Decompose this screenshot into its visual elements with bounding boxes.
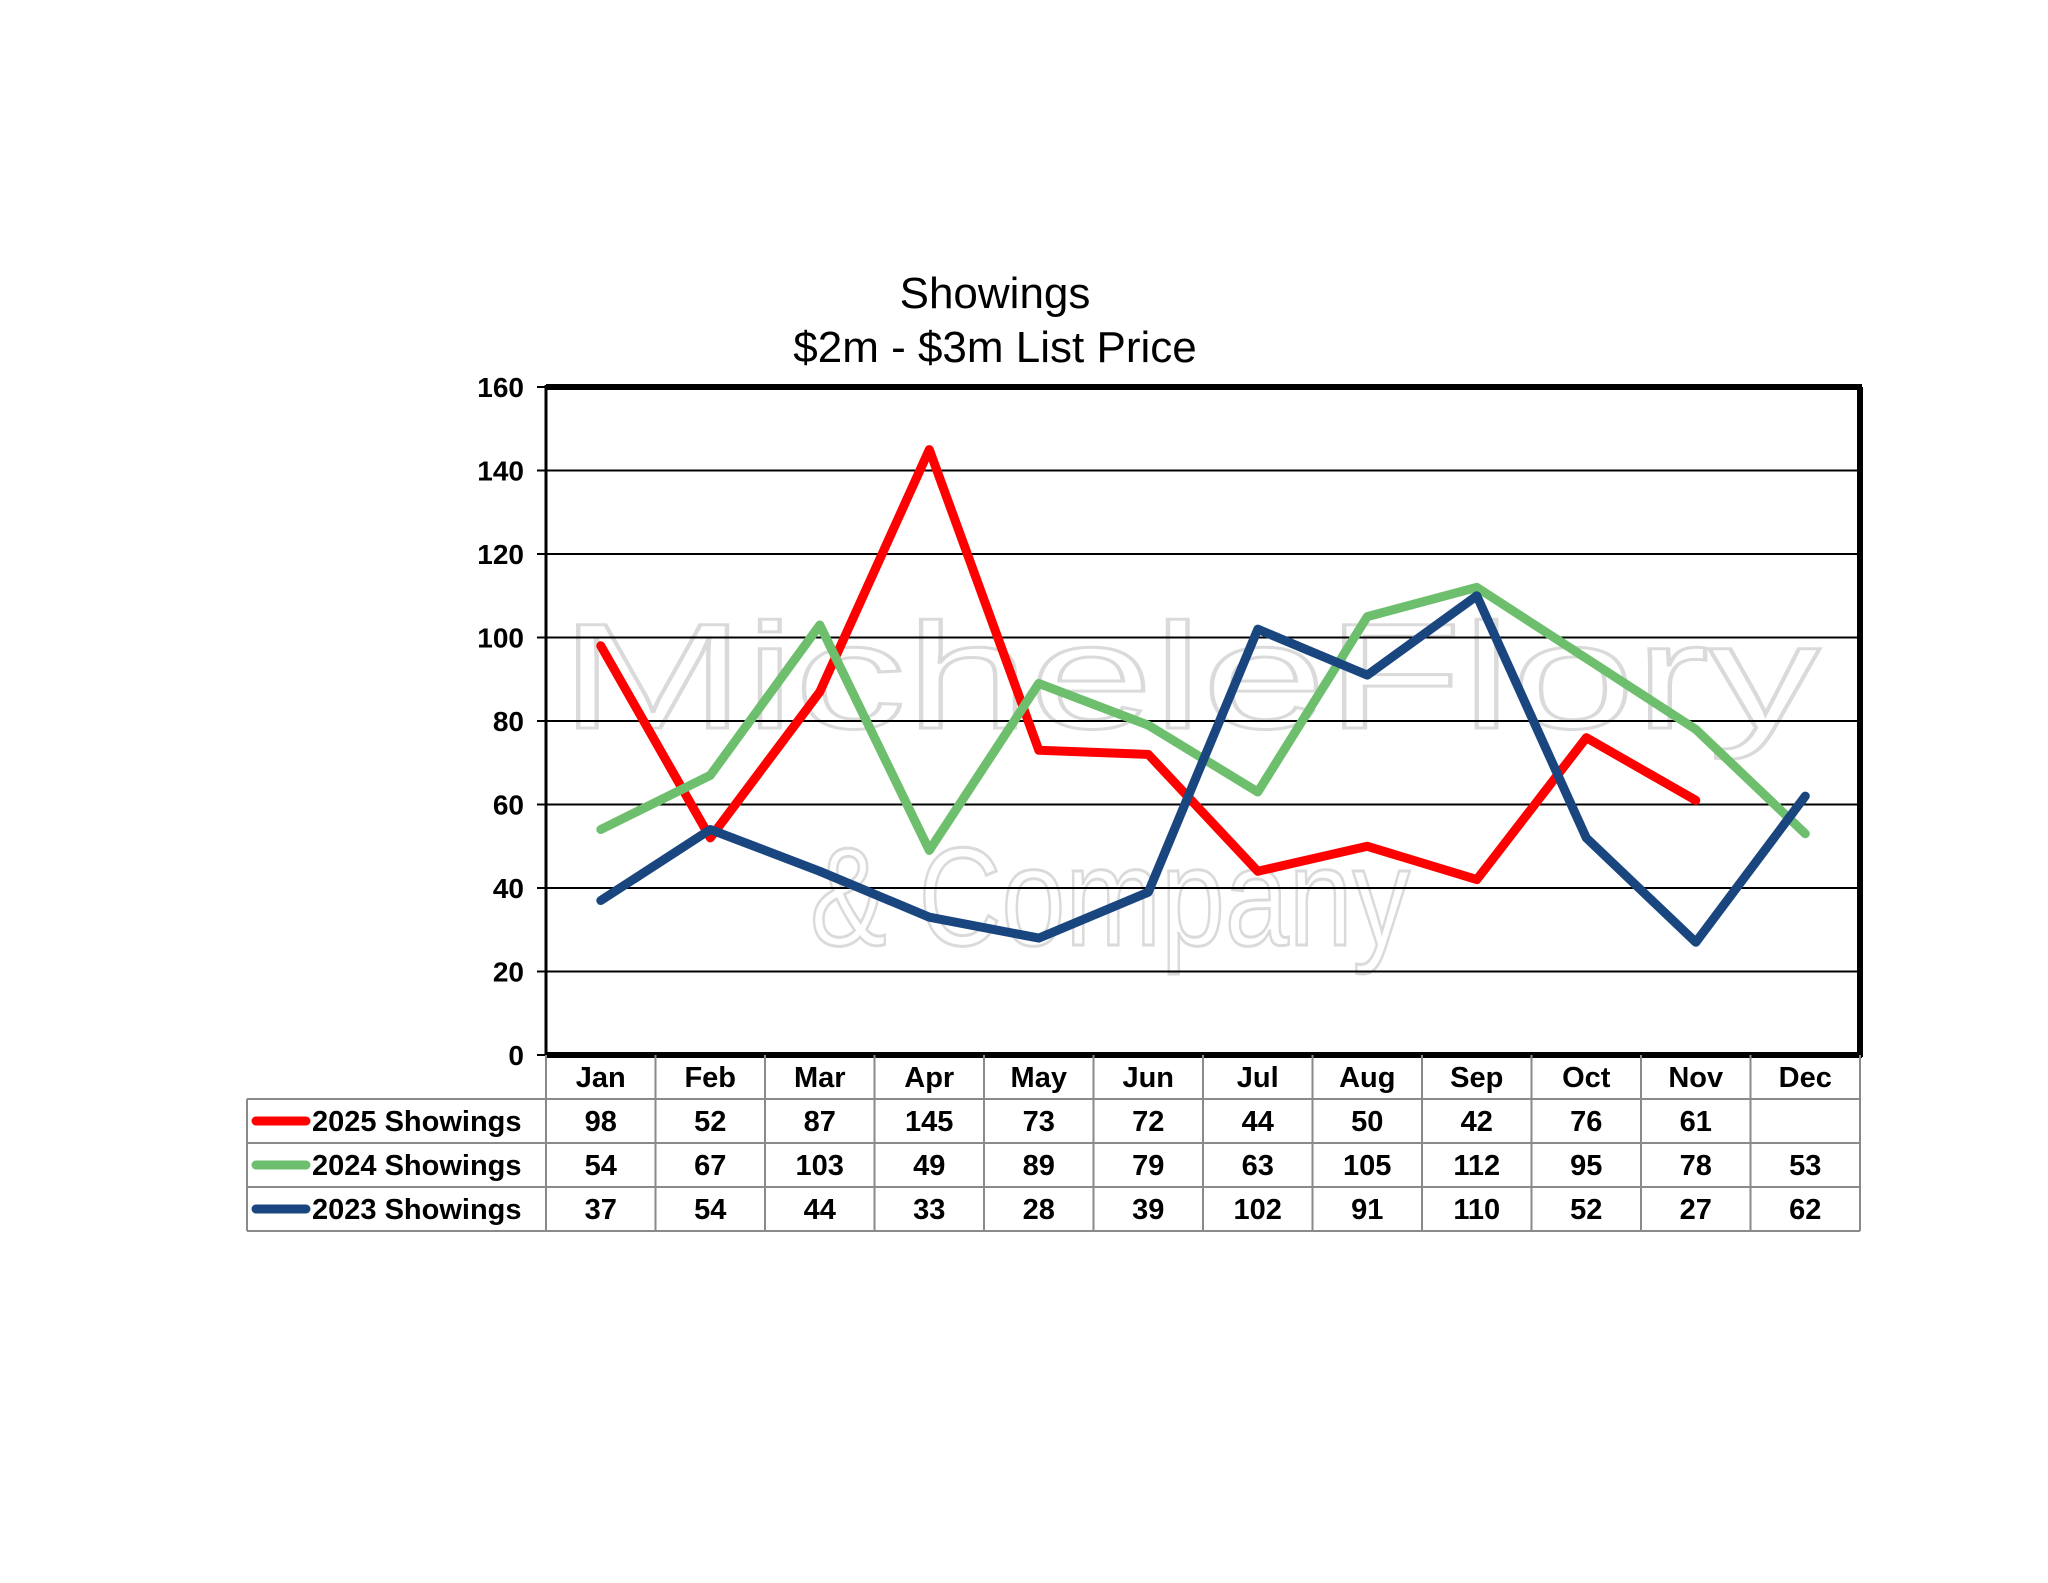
data-table: Jan Feb Mar Apr May Jun Jul Aug Sep Oct Nov Dec 2025… (246, 1055, 1861, 1232)
y-tick-label-160: 160 (477, 372, 524, 403)
data-label-0-5: 72 (1132, 1106, 1164, 1138)
data-label-0-3: 145 (905, 1106, 953, 1138)
category-label-may: May (1011, 1062, 1067, 1094)
data-label-0-2: 87 (804, 1106, 836, 1138)
data-label-0-1: 52 (694, 1106, 726, 1138)
series-lines (596, 445, 1810, 947)
watermark-line-2: & Company (810, 818, 1410, 975)
y-tick-label-40: 40 (493, 873, 524, 904)
legend-label-1: 2024 Showings (312, 1150, 522, 1182)
chart-subtitle: $2m - $3m List Price (793, 323, 1196, 372)
data-label-0-4: 73 (1023, 1106, 1055, 1138)
data-label-0-6: 44 (1242, 1106, 1274, 1138)
data-label-1-9: 95 (1570, 1150, 1602, 1182)
watermark-line-1: MicheleFlory (560, 592, 1820, 760)
data-label-1-2: 103 (796, 1150, 844, 1182)
data-label-2-2: 44 (804, 1194, 836, 1226)
data-label-2-6: 102 (1234, 1194, 1282, 1226)
gridlines (546, 469, 1860, 973)
data-label-2-1: 54 (694, 1194, 726, 1226)
data-label-2-10: 27 (1680, 1194, 1712, 1226)
category-label-mar: Mar (794, 1062, 846, 1094)
data-label-0-8: 42 (1461, 1106, 1493, 1138)
series-line-2 (596, 591, 1810, 947)
data-label-1-0: 54 (585, 1150, 617, 1182)
data-label-1-8: 112 (1453, 1150, 1500, 1182)
data-label-0-10: 61 (1680, 1106, 1712, 1138)
category-label-sep: Sep (1450, 1062, 1503, 1094)
category-label-apr: Apr (904, 1062, 954, 1094)
legend-label-0: 2025 Showings (312, 1106, 522, 1138)
data-label-2-4: 28 (1023, 1194, 1055, 1226)
data-label-1-5: 79 (1132, 1150, 1164, 1182)
y-tick-label-120: 120 (477, 539, 524, 570)
data-label-2-9: 52 (1570, 1194, 1602, 1226)
category-label-feb: Feb (684, 1062, 736, 1094)
category-label-dec: Dec (1779, 1062, 1832, 1094)
data-label-2-11: 62 (1789, 1194, 1821, 1226)
data-label-0-7: 50 (1351, 1106, 1383, 1138)
y-tick-label-60: 60 (493, 790, 524, 821)
category-label-jan: Jan (576, 1062, 626, 1094)
data-label-1-3: 49 (913, 1150, 945, 1182)
data-label-1-1: 67 (694, 1150, 726, 1182)
y-tick-label-80: 80 (493, 706, 524, 737)
data-label-0-0: 98 (585, 1106, 617, 1138)
y-tick-label-0: 0 (508, 1040, 524, 1071)
y-tick-label-100: 100 (477, 623, 524, 654)
y-tick-label-20: 20 (493, 957, 524, 988)
data-label-2-5: 39 (1132, 1194, 1164, 1226)
data-label-2-7: 91 (1351, 1194, 1383, 1226)
category-label-jul: Jul (1237, 1062, 1279, 1094)
data-label-2-8: 110 (1453, 1194, 1500, 1226)
data-label-0-9: 76 (1570, 1106, 1602, 1138)
series-line-0 (596, 445, 1701, 885)
category-label-aug: Aug (1339, 1062, 1395, 1094)
category-label-jun: Jun (1122, 1062, 1174, 1094)
data-label-1-4: 89 (1023, 1150, 1055, 1182)
data-label-1-7: 105 (1343, 1150, 1391, 1182)
data-label-2-0: 37 (585, 1194, 617, 1226)
y-tick-label-140: 140 (477, 456, 524, 487)
y-axis: 0 20 40 60 80 100 120 140 160 (477, 372, 546, 1071)
data-label-1-11: 53 (1789, 1150, 1821, 1182)
category-label-nov: Nov (1668, 1062, 1723, 1094)
chart-title: Showings (900, 269, 1091, 318)
category-label-oct: Oct (1562, 1062, 1611, 1094)
data-label-2-3: 33 (913, 1194, 945, 1226)
data-label-1-6: 63 (1242, 1150, 1274, 1182)
legend-label-2: 2023 Showings (312, 1194, 522, 1226)
data-label-1-10: 78 (1680, 1150, 1712, 1182)
